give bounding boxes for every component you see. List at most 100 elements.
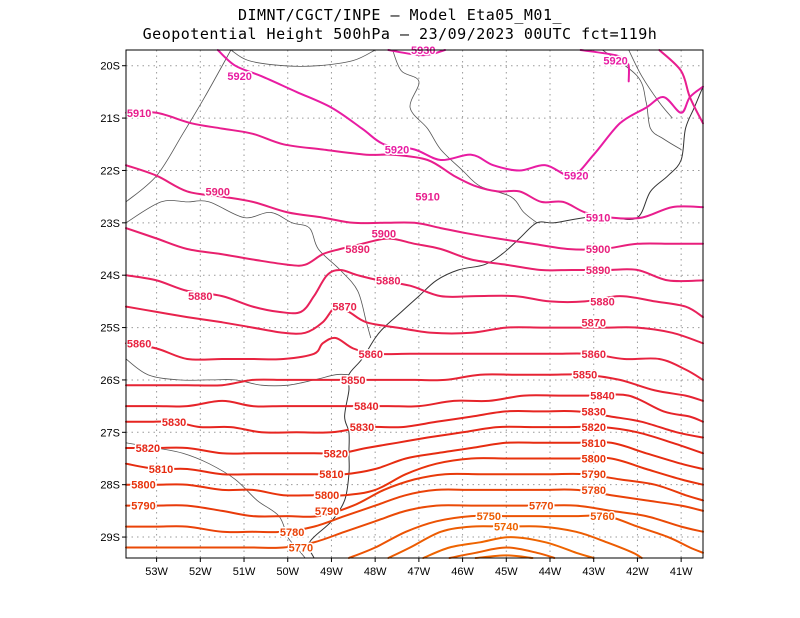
lat-tick-label: 20S	[100, 61, 120, 73]
lat-tick-label: 24S	[100, 270, 120, 282]
state-border	[628, 49, 673, 119]
contour-label-5880: 5880	[188, 291, 212, 303]
contour-label-5920: 5920	[385, 145, 409, 157]
contour-5850	[125, 373, 704, 402]
lon-tick-label: 41W	[670, 566, 693, 578]
contour-label-5840: 5840	[590, 391, 614, 403]
contour-label-5860: 5860	[581, 349, 605, 361]
contour-label-5770: 5770	[529, 501, 553, 513]
contour-label-5930: 5930	[411, 45, 435, 57]
contour-label-5920: 5920	[227, 71, 251, 83]
contour-label-5870: 5870	[332, 302, 356, 314]
contour-5930	[387, 49, 447, 57]
contour-5860	[125, 336, 704, 381]
contour-label-5890: 5890	[345, 244, 369, 256]
contour-5880	[125, 269, 704, 319]
contour-label-5740: 5740	[494, 522, 518, 534]
contour-labels: 5930 5920 5920 5920 5920 5910 5910 5910 5900 5900…	[125, 44, 629, 557]
contour-5920	[216, 49, 704, 177]
contour-5910	[658, 49, 704, 125]
contour-5730	[448, 546, 556, 559]
contour-label-5900: 5900	[372, 228, 396, 240]
contour-label-5860: 5860	[359, 349, 383, 361]
contour-label-5850: 5850	[341, 375, 365, 387]
lon-tick-label: 43W	[582, 566, 605, 578]
contour-label-5770: 5770	[289, 543, 313, 555]
contour-label-5910: 5910	[415, 192, 439, 204]
contour-label-5790: 5790	[315, 506, 339, 518]
lon-tick-label: 42W	[626, 566, 649, 578]
map-title-line2: Geopotential Height 500hPa – 23/09/2023 …	[142, 25, 658, 43]
contour-5870	[125, 305, 704, 345]
contour-label-5810: 5810	[319, 469, 343, 481]
contour-label-5780: 5780	[581, 485, 605, 497]
contour-label-5820: 5820	[581, 422, 605, 434]
contour-label-5790: 5790	[581, 469, 605, 481]
contour-5720	[474, 554, 534, 559]
contour-5790	[125, 472, 704, 518]
state-border	[230, 49, 376, 67]
lat-tick-label: 27S	[100, 427, 120, 439]
lon-tick-label: 51W	[233, 566, 256, 578]
contour-5890	[125, 227, 704, 283]
lon-tick-label: 48W	[364, 566, 387, 578]
contour-label-5870: 5870	[581, 317, 605, 329]
map-frame	[125, 49, 704, 559]
contour-5820	[125, 425, 704, 455]
lon-tick-label: 49W	[320, 566, 343, 578]
lon-tick-label: 50W	[276, 566, 299, 578]
contour-label-5790: 5790	[131, 501, 155, 513]
contour-label-5800: 5800	[315, 490, 339, 502]
contour-label-5800: 5800	[131, 480, 155, 492]
lon-tick-label: 53W	[145, 566, 168, 578]
contour-label-5880: 5880	[376, 275, 400, 287]
lon-tick-label: 52W	[189, 566, 212, 578]
contour-5900	[125, 164, 704, 251]
contour-label-5860: 5860	[127, 338, 151, 350]
contour-label-5890: 5890	[586, 265, 610, 277]
contour-label-5810: 5810	[581, 438, 605, 450]
contour-label-5880: 5880	[590, 296, 614, 308]
lon-tick-label: 45W	[495, 566, 518, 578]
state-border	[392, 49, 538, 224]
lat-tick-label: 28S	[100, 480, 120, 492]
lat-tick-label: 29S	[100, 532, 120, 544]
contour-label-5750: 5750	[477, 511, 501, 523]
contour-label-5830: 5830	[581, 406, 605, 418]
longitude-ticks: 53W 52W 51W 50W 49W 48W 47W 46W 45W 44W 43W 42W 41W	[145, 558, 693, 578]
contour-5740	[422, 536, 595, 559]
contour-5760	[347, 514, 704, 559]
lon-tick-label: 47W	[408, 566, 431, 578]
contour-label-5780: 5780	[280, 527, 304, 539]
state-border	[125, 358, 349, 387]
coastline	[308, 86, 704, 559]
lon-tick-label: 46W	[451, 566, 474, 578]
contour-5780	[125, 488, 704, 534]
latitude-ticks: 20S 21S 22S 23S 24S 25S 26S 27S 28S 29S	[100, 61, 126, 544]
contour-5830	[125, 410, 704, 439]
coastline-path	[308, 86, 704, 559]
contour-5840	[125, 393, 704, 423]
lon-tick-label: 44W	[539, 566, 562, 578]
lat-tick-label: 23S	[100, 218, 120, 230]
contour-label-5820: 5820	[136, 443, 160, 455]
lat-tick-label: 26S	[100, 375, 120, 387]
map-title-line1: DIMNT/CGCT/INPE – Model Eta05_M01_	[237, 6, 563, 24]
lat-tick-label: 21S	[100, 113, 120, 125]
state-border	[125, 199, 372, 339]
contour-label-5830: 5830	[162, 417, 186, 429]
contour-label-5900: 5900	[206, 186, 230, 198]
lat-tick-label: 25S	[100, 323, 120, 335]
contour-label-5760: 5760	[590, 511, 614, 523]
contour-5800	[125, 456, 704, 497]
state-border	[125, 49, 232, 203]
contour-label-5920: 5920	[564, 171, 588, 183]
contour-label-5910: 5910	[586, 213, 610, 225]
contour-label-5810: 5810	[149, 464, 173, 476]
contour-label-5800: 5800	[581, 453, 605, 465]
contour-label-5920: 5920	[603, 55, 627, 67]
contour-lines	[125, 49, 704, 559]
contour-label-5900: 5900	[586, 244, 610, 256]
contour-5770	[125, 504, 704, 549]
